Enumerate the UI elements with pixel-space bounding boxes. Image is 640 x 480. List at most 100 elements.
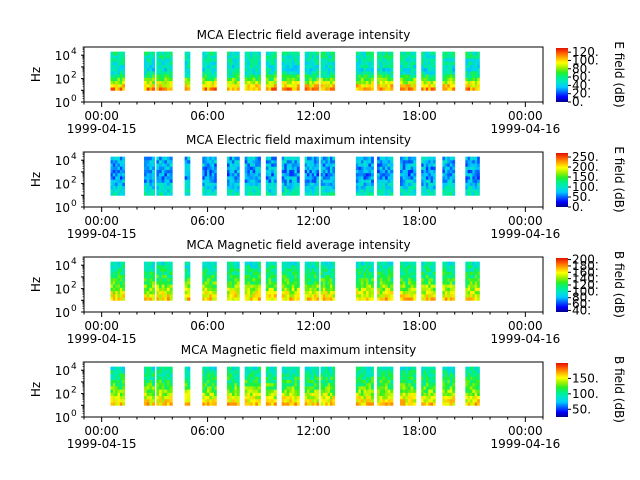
spectrogram-cell bbox=[322, 163, 326, 167]
spectrogram-cell bbox=[365, 172, 369, 177]
spectrogram-cell bbox=[355, 156, 359, 161]
spectrogram-cell bbox=[247, 87, 251, 91]
spectrogram-cell bbox=[360, 290, 364, 295]
spectrogram-cell bbox=[360, 80, 364, 85]
spectrogram-cell bbox=[156, 77, 160, 82]
spectrogram-cell bbox=[202, 274, 206, 279]
spectrogram-cell bbox=[327, 385, 331, 390]
spectrogram-cell bbox=[146, 385, 150, 390]
spectrogram-cell bbox=[452, 395, 456, 400]
spectrogram-cell bbox=[247, 156, 251, 161]
spectrogram-cell bbox=[363, 64, 367, 69]
spectrogram-cell bbox=[470, 64, 473, 69]
spectrogram-cell bbox=[184, 376, 188, 380]
spectrogram-cell bbox=[184, 54, 188, 59]
spectrogram-cell bbox=[379, 182, 383, 187]
spectrogram-cell bbox=[214, 274, 217, 279]
spectrogram-cell bbox=[467, 169, 471, 174]
spectrogram-cell bbox=[231, 264, 235, 269]
spectrogram-cell bbox=[144, 70, 148, 75]
spectrogram-cell bbox=[355, 192, 359, 196]
spectrogram-cell bbox=[477, 366, 480, 371]
spectrogram-cell bbox=[365, 74, 369, 78]
spectrogram-cell bbox=[281, 188, 285, 193]
spectrogram-cell bbox=[379, 389, 383, 393]
spectrogram-cell bbox=[273, 166, 277, 170]
spectrogram-cell bbox=[358, 264, 362, 269]
spectrogram-cell bbox=[322, 402, 326, 406]
spectrogram-cell bbox=[149, 188, 153, 193]
spectrogram-cell bbox=[444, 172, 448, 177]
spectrogram-cell bbox=[402, 182, 406, 187]
spectrogram-cell bbox=[187, 284, 191, 288]
spectrogram-cell bbox=[358, 179, 362, 183]
spectrogram-cell bbox=[444, 70, 448, 75]
spectrogram-cell bbox=[413, 385, 417, 390]
spectrogram-cell bbox=[320, 172, 324, 177]
spectrogram-cell bbox=[227, 58, 230, 62]
spectrogram-cell bbox=[387, 261, 391, 266]
spectrogram-cell bbox=[329, 402, 333, 406]
spectrogram-cell bbox=[291, 284, 295, 288]
spectrogram-cell bbox=[405, 58, 409, 62]
spectrogram-cell bbox=[327, 398, 331, 403]
spectrogram-cell bbox=[169, 277, 173, 282]
spectrogram-cell bbox=[371, 379, 374, 384]
spectrogram-cell bbox=[284, 284, 288, 288]
spectrogram-cell bbox=[184, 379, 188, 384]
spectrogram-cell bbox=[206, 373, 210, 377]
y-tick-exponent: 2 bbox=[71, 176, 77, 186]
spectrogram-cell bbox=[257, 58, 261, 62]
spectrogram-cell bbox=[425, 77, 429, 82]
spectrogram-cell bbox=[363, 188, 367, 193]
spectrogram-cell bbox=[428, 379, 431, 384]
spectrogram-cell bbox=[229, 297, 233, 301]
spectrogram-cell bbox=[314, 366, 317, 371]
spectrogram-cell bbox=[447, 172, 451, 177]
spectrogram-cell bbox=[421, 163, 424, 167]
spectrogram-cell bbox=[151, 369, 156, 374]
spectrogram-cell bbox=[286, 179, 290, 183]
spectrogram-cell bbox=[465, 182, 469, 187]
spectrogram-cell bbox=[117, 392, 121, 397]
spectrogram-cell bbox=[144, 277, 148, 282]
spectrogram-cell bbox=[387, 182, 391, 187]
spectrogram-cell bbox=[252, 284, 256, 288]
spectrogram-cell bbox=[371, 67, 374, 72]
spectrogram-cell bbox=[214, 77, 217, 82]
spectrogram-cell bbox=[294, 64, 298, 69]
spectrogram-cell bbox=[410, 261, 414, 266]
spectrogram-cell bbox=[166, 369, 171, 374]
spectrogram-cell bbox=[257, 376, 261, 380]
spectrogram-cell bbox=[112, 287, 116, 292]
spectrogram-cell bbox=[169, 268, 173, 272]
spectrogram-cell bbox=[234, 182, 238, 187]
spectrogram-cell bbox=[320, 77, 324, 82]
spectrogram-cell bbox=[146, 395, 150, 400]
spectrogram-cell bbox=[149, 261, 153, 266]
spectrogram-cell bbox=[316, 77, 320, 82]
spectrogram-cell bbox=[428, 376, 431, 380]
spectrogram-cell bbox=[477, 87, 480, 91]
spectrogram-cell bbox=[161, 61, 165, 65]
spectrogram-cell bbox=[202, 54, 206, 59]
spectrogram-cell bbox=[281, 185, 285, 190]
spectrogram-cell bbox=[244, 74, 248, 78]
spectrogram-cell bbox=[156, 64, 160, 69]
data-block bbox=[421, 366, 436, 406]
spectrogram-cell bbox=[413, 280, 417, 285]
spectrogram-cell bbox=[390, 280, 394, 285]
spectrogram-cell bbox=[428, 172, 431, 177]
spectrogram-cell bbox=[355, 389, 359, 393]
spectrogram-cell bbox=[214, 58, 217, 62]
spectrogram-cell bbox=[156, 395, 160, 400]
data-block bbox=[400, 366, 417, 406]
spectrogram-cell bbox=[296, 264, 300, 269]
colorbar-tick-label: 100. bbox=[572, 284, 599, 298]
spectrogram-cell bbox=[400, 373, 404, 377]
spectrogram-cell bbox=[234, 395, 238, 400]
spectrogram-cell bbox=[117, 163, 121, 167]
spectrogram-cell bbox=[322, 376, 326, 380]
spectrogram-cell bbox=[470, 389, 473, 393]
